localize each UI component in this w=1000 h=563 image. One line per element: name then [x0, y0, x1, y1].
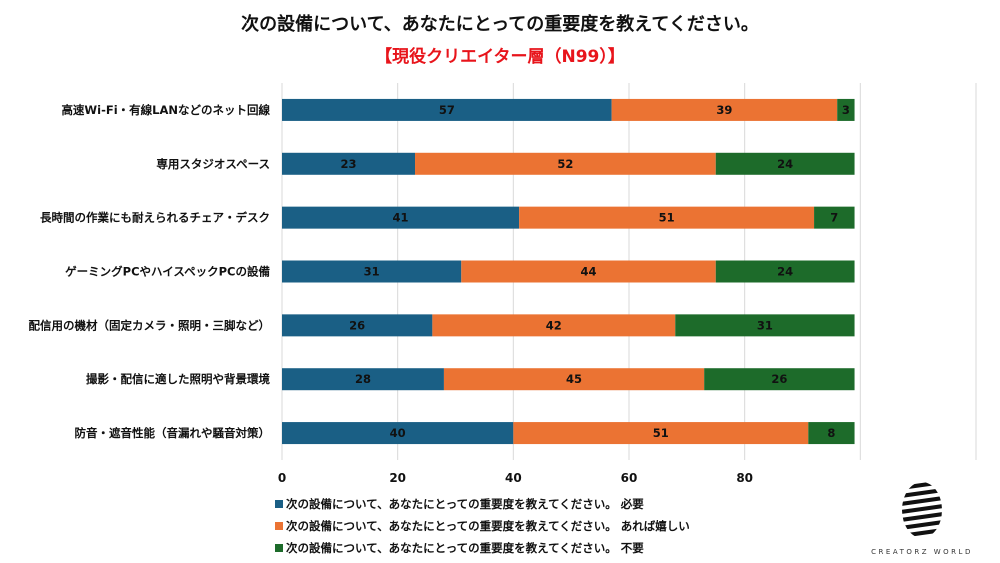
data-label: 41	[393, 211, 409, 225]
bar-segment	[432, 314, 676, 337]
bar-segment	[282, 260, 462, 283]
bar-segment	[282, 314, 433, 337]
legend-item: 次の設備について、あなたにとっての重要度を教えてください。 あれば嬉しい	[275, 515, 690, 537]
bar-segment	[808, 422, 855, 445]
bar-segment	[282, 152, 416, 175]
data-label: 45	[566, 372, 582, 386]
bar-segment	[519, 206, 815, 229]
legend-label: 次の設備について、あなたにとっての重要度を教えてください。 必要	[286, 497, 644, 511]
bar-segment	[443, 368, 705, 391]
bar-segment	[675, 314, 855, 337]
bar-segment	[837, 98, 855, 121]
data-label: 26	[771, 372, 787, 386]
bar-segment	[704, 368, 855, 391]
bar-segment	[282, 206, 520, 229]
bar-segment	[282, 422, 514, 445]
category-label: 撮影・配信に適した照明や背景環境	[86, 372, 270, 386]
data-label: 28	[355, 372, 371, 386]
bar-segment	[814, 206, 855, 229]
legend-swatch	[275, 544, 283, 552]
legend-item: 次の設備について、あなたにとっての重要度を教えてください。 必要	[275, 493, 690, 515]
data-label: 51	[659, 211, 675, 225]
category-label: 長時間の作業にも耐えられるチェア・デスク	[40, 211, 270, 225]
category-label: 高速Wi-Fi・有線LANなどのネット回線	[61, 103, 270, 117]
chart-subtitle: 【現役クリエイター層（N99）】	[375, 47, 625, 67]
x-tick-label: 0	[278, 471, 286, 485]
legend-label: 次の設備について、あなたにとっての重要度を教えてください。 あれば嬉しい	[286, 519, 690, 533]
data-label: 57	[439, 103, 455, 117]
bar-segment	[513, 422, 809, 445]
bar-segment	[715, 152, 855, 175]
data-label: 52	[557, 157, 573, 171]
category-label: 防音・遮音性能（音漏れや騒音対策）	[75, 426, 271, 440]
category-label: ゲーミングPCやハイスペックPCの設備	[65, 265, 270, 279]
legend-label: 次の設備について、あなたにとっての重要度を教えてください。 不要	[286, 541, 644, 555]
globe-stripes-icon	[902, 482, 942, 538]
bar-segment	[611, 98, 838, 121]
data-label: 23	[341, 157, 357, 171]
data-label: 42	[546, 318, 562, 332]
data-label: 24	[777, 265, 793, 279]
x-tick-label: 60	[621, 471, 638, 485]
category-label: 配信用の機材（固定カメラ・照明・三脚など）	[29, 318, 271, 332]
data-label: 31	[757, 318, 773, 332]
data-label: 3	[842, 103, 850, 117]
data-label: 40	[390, 426, 406, 440]
data-label: 7	[830, 211, 838, 225]
x-tick-label: 20	[389, 471, 406, 485]
data-label: 24	[777, 157, 793, 171]
legend-item: 次の設備について、あなたにとっての重要度を教えてください。 不要	[275, 537, 690, 559]
chart-title: 次の設備について、あなたにとっての重要度を教えてください。	[241, 14, 759, 35]
data-label: 31	[364, 265, 380, 279]
data-label: 44	[581, 265, 597, 279]
legend-swatch	[275, 500, 283, 508]
data-label: 51	[653, 426, 669, 440]
category-label: 専用スタジオスペース	[156, 157, 270, 171]
data-label: 26	[349, 318, 365, 332]
bar-segment	[415, 152, 716, 175]
bar-segment	[282, 98, 612, 121]
logo-text: CREATORZ WORLD	[871, 548, 973, 556]
legend-swatch	[275, 522, 283, 530]
data-label: 8	[827, 426, 835, 440]
bar-segment	[282, 368, 444, 391]
x-tick-label: 40	[505, 471, 522, 485]
creatorz-world-logo: CREATORZ WORLD	[862, 480, 982, 556]
legend: 次の設備について、あなたにとっての重要度を教えてください。 必要 次の設備につい…	[275, 493, 690, 559]
bar-segment	[715, 260, 855, 283]
data-label: 39	[716, 103, 732, 117]
bar-segment	[461, 260, 716, 283]
x-tick-label: 80	[736, 471, 753, 485]
